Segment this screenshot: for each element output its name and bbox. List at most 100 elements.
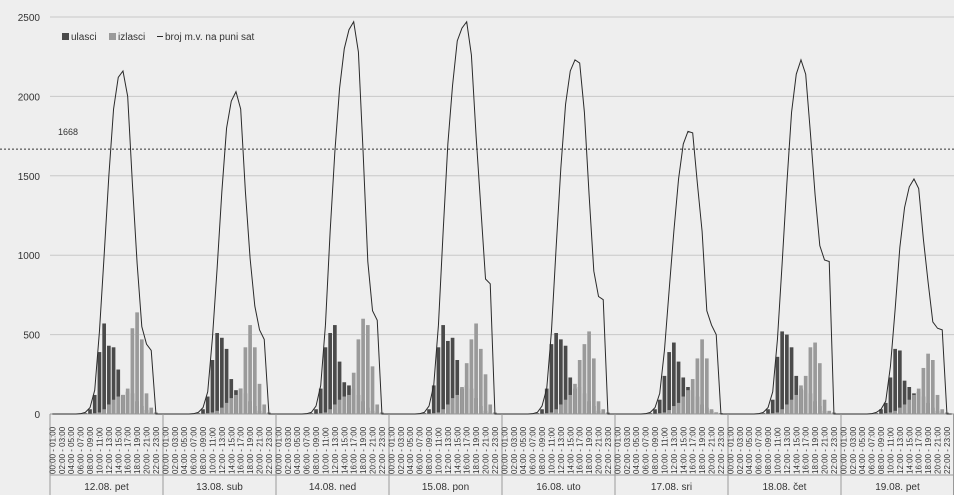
x-tick-label: 14:00 - 15:00 bbox=[453, 426, 462, 474]
bar-ulasci bbox=[888, 377, 893, 414]
x-tick-label: 14:00 - 15:00 bbox=[114, 426, 123, 474]
x-tick-label: 06:00 - 07:00 bbox=[77, 426, 86, 474]
bar-ulasci bbox=[770, 399, 775, 414]
bar-izlasci bbox=[672, 406, 676, 414]
y-tick-label: 0 bbox=[34, 410, 40, 421]
legend-swatch-ulasci bbox=[62, 33, 69, 40]
bar-izlasci bbox=[601, 409, 606, 414]
bar-ulasci bbox=[318, 388, 323, 414]
x-tick-label: 00:00 - 01:00 bbox=[274, 426, 283, 474]
bar-ulasci bbox=[220, 337, 224, 414]
x-tick-label: 16:00 - 17:00 bbox=[802, 426, 811, 474]
legend-label-line: broj m.v. na puni sat bbox=[165, 32, 255, 43]
x-tick-label: 06:00 - 07:00 bbox=[303, 426, 312, 474]
bar-izlasci bbox=[436, 412, 441, 414]
x-tick-label: 16:00 - 17:00 bbox=[576, 426, 585, 474]
bar-izlasci bbox=[888, 412, 893, 414]
x-tick-label: 10:00 - 11:00 bbox=[660, 427, 669, 474]
bar-izlasci bbox=[361, 318, 365, 414]
bar-ulasci bbox=[337, 361, 342, 414]
x-tick-label: 18:00 - 19:00 bbox=[924, 426, 933, 474]
x-tick-label: 22:00 - 23:00 bbox=[943, 426, 952, 474]
bar-ulasci bbox=[540, 409, 544, 414]
x-tick-label: 04:00 - 05:00 bbox=[180, 426, 189, 474]
bar-izlasci bbox=[351, 372, 356, 414]
x-tick-label: 02:00 - 03:00 bbox=[736, 426, 745, 474]
x-tick-label: 20:00 - 21:00 bbox=[708, 426, 717, 474]
x-tick-label: 06:00 - 07:00 bbox=[416, 426, 425, 474]
x-tick-label: 00:00 - 01:00 bbox=[500, 426, 509, 474]
x-tick-label: 10:00 - 11:00 bbox=[773, 427, 782, 474]
legend-swatch-izlasci bbox=[109, 33, 116, 40]
bar-izlasci bbox=[97, 412, 102, 414]
bar-ulasci bbox=[436, 347, 441, 414]
bar-izlasci bbox=[817, 363, 822, 414]
x-tick-label: 14:00 - 15:00 bbox=[679, 426, 688, 474]
gridlines: 0 500 1000 1500 2000 2500 bbox=[18, 13, 954, 421]
x-tick-label: 12:00 - 13:00 bbox=[783, 426, 792, 474]
bar-izlasci bbox=[121, 394, 125, 414]
bar-izlasci bbox=[775, 412, 780, 414]
bar-ulasci bbox=[88, 409, 92, 414]
x-tick-label: 14:00 - 15:00 bbox=[340, 426, 349, 474]
bar-ulasci bbox=[883, 402, 888, 414]
bar-izlasci bbox=[940, 409, 945, 414]
bar-izlasci bbox=[907, 399, 912, 414]
x-tick-label: 08:00 - 09:00 bbox=[764, 426, 773, 474]
bar-izlasci bbox=[107, 404, 111, 414]
bar-izlasci bbox=[898, 407, 902, 414]
bar-ulasci bbox=[323, 347, 328, 414]
bar-ulasci bbox=[210, 360, 215, 414]
x-tick-label: 12:00 - 13:00 bbox=[670, 426, 679, 474]
x-tick-label: 18:00 - 19:00 bbox=[359, 426, 368, 474]
bar-izlasci bbox=[813, 342, 817, 414]
bar-ulasci bbox=[662, 375, 667, 414]
bar-izlasci bbox=[587, 331, 591, 414]
x-tick-label: 00:00 - 01:00 bbox=[161, 426, 170, 474]
bar-izlasci bbox=[243, 347, 248, 414]
bar-izlasci bbox=[318, 413, 323, 414]
bar-izlasci bbox=[662, 412, 667, 414]
bar-ulasci bbox=[667, 352, 671, 414]
bar-izlasci bbox=[794, 394, 799, 414]
bar-izlasci bbox=[229, 398, 234, 414]
day-label: 17.08. sri bbox=[651, 482, 692, 493]
x-tick-label: 12:00 - 13:00 bbox=[331, 426, 340, 474]
bar-izlasci bbox=[139, 339, 144, 414]
bar-izlasci bbox=[333, 404, 337, 414]
x-tick-label: 00:00 - 01:00 bbox=[839, 426, 848, 474]
bar-izlasci bbox=[563, 399, 568, 414]
x-tick-label: 18:00 - 19:00 bbox=[585, 426, 594, 474]
bar-izlasci bbox=[224, 402, 229, 414]
bar-ulasci bbox=[676, 361, 681, 414]
bar-ulasci bbox=[224, 348, 229, 414]
bar-ulasci bbox=[309, 413, 314, 414]
bar-izlasci bbox=[464, 363, 469, 414]
bar-ulasci bbox=[535, 413, 540, 414]
bar-izlasci bbox=[681, 396, 686, 414]
x-tick-label: 06:00 - 07:00 bbox=[642, 426, 651, 474]
bar-izlasci bbox=[210, 412, 215, 414]
bar-izlasci bbox=[215, 410, 219, 414]
bar-izlasci bbox=[205, 413, 210, 414]
bar-ulasci bbox=[657, 399, 662, 414]
x-tick-label: 00:00 - 01:00 bbox=[613, 426, 622, 474]
bar-izlasci bbox=[690, 379, 695, 414]
bar-izlasci bbox=[469, 339, 474, 414]
bar-izlasci bbox=[789, 399, 794, 414]
bar-izlasci bbox=[474, 323, 478, 414]
x-tick-label: 16:00 - 17:00 bbox=[350, 426, 359, 474]
bar-izlasci bbox=[926, 353, 930, 414]
bar-ulasci bbox=[879, 409, 883, 414]
x-tick-label: 20:00 - 21:00 bbox=[256, 426, 265, 474]
bar-ulasci bbox=[314, 409, 318, 414]
bar-izlasci bbox=[554, 409, 558, 414]
bar-ulasci bbox=[563, 345, 568, 414]
x-tick-label: 04:00 - 05:00 bbox=[745, 426, 754, 474]
bar-ulasci bbox=[648, 413, 653, 414]
x-tick-label: 22:00 - 23:00 bbox=[830, 426, 839, 474]
x-tick-label: 22:00 - 23:00 bbox=[265, 426, 274, 474]
x-tick-label: 14:00 - 15:00 bbox=[905, 426, 914, 474]
x-tick-label: 18:00 - 19:00 bbox=[698, 426, 707, 474]
